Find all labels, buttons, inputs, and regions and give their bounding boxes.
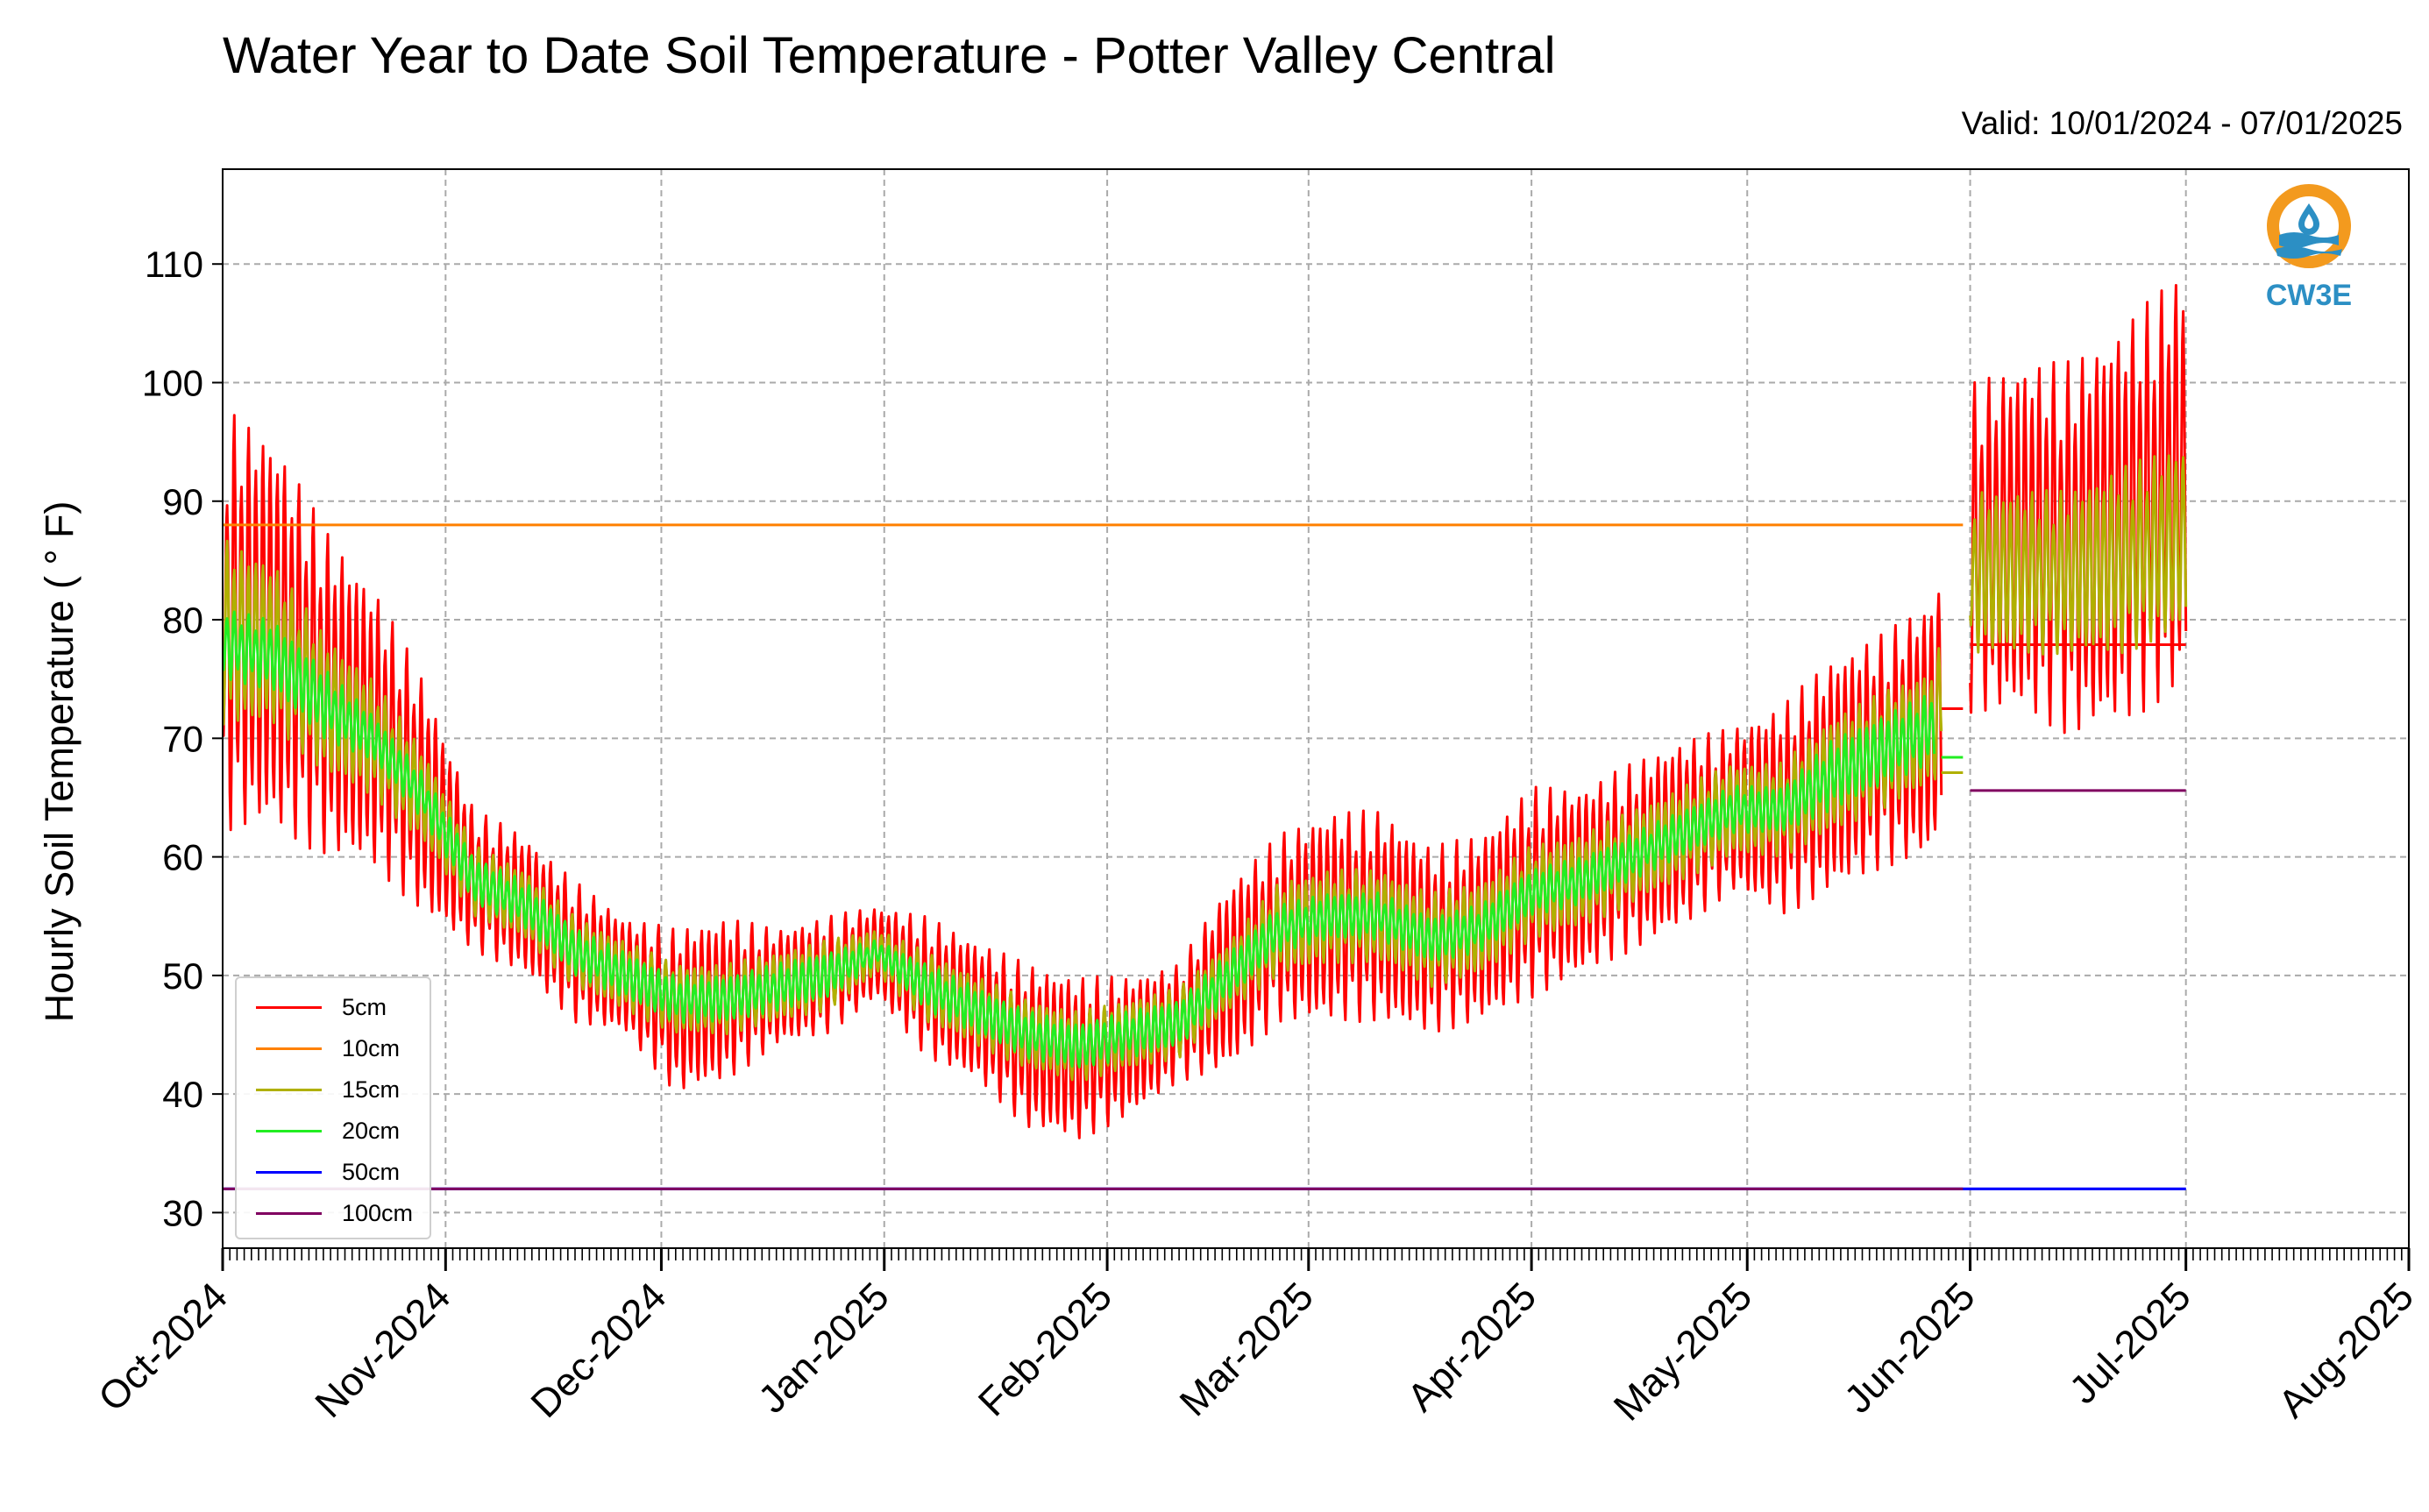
x-tick-label: Apr-2025 [1398, 1274, 1545, 1420]
y-tick-label: 100 [142, 362, 203, 403]
chart-title: Water Year to Date Soil Temperature - Po… [223, 27, 1556, 84]
plot-area [223, 169, 2409, 1248]
x-tick-label: Dec-2024 [522, 1274, 674, 1426]
valid-date-range: Valid: 10/01/2024 - 07/01/2025 [1961, 105, 2403, 141]
series-line-20cm [223, 610, 1935, 1068]
legend-label: 5cm [342, 994, 387, 1020]
x-tick-label: Jan-2025 [749, 1274, 898, 1422]
legend-label: 10cm [342, 1035, 401, 1061]
y-tick-label: 60 [162, 837, 203, 878]
legend-swatch [256, 1171, 322, 1174]
x-tick-label: Jun-2025 [1836, 1274, 1984, 1422]
logo-text: CW3E [2265, 279, 2353, 312]
y-tick-label: 90 [162, 481, 203, 522]
legend-swatch [256, 1130, 322, 1132]
x-tick-label: Aug-2025 [2269, 1274, 2422, 1426]
y-tick-label: 110 [145, 244, 203, 285]
legend-item-20cm: 20cm [247, 1114, 431, 1149]
x-tick-label: Jul-2025 [2061, 1274, 2199, 1412]
legend-item-10cm: 10cm [247, 1032, 431, 1067]
x-tick-label: Nov-2024 [306, 1274, 458, 1426]
y-tick-label: 30 [162, 1192, 203, 1233]
legend-label: 20cm [342, 1118, 401, 1144]
y-tick-label: 40 [162, 1074, 203, 1115]
y-tick-label: 70 [162, 718, 203, 759]
legend-item-100cm: 100cm [247, 1196, 431, 1232]
x-tick-label: May-2025 [1605, 1274, 1761, 1430]
legend-item-50cm: 50cm [247, 1155, 431, 1190]
legend-item-15cm: 15cm [247, 1073, 431, 1108]
cw3e-logo: CW3E [2256, 181, 2362, 321]
x-tick-label: Oct-2024 [89, 1274, 236, 1420]
x-tick-label: Feb-2025 [969, 1274, 1120, 1424]
legend-label: 100cm [342, 1200, 414, 1226]
x-minor-ticks [222, 1248, 2410, 1260]
y-tick-label: 80 [162, 600, 203, 641]
series-group [223, 284, 2188, 1190]
x-tick-label: Mar-2025 [1171, 1274, 1322, 1424]
legend-label: 15cm [342, 1076, 401, 1103]
y-tick-label: 50 [162, 955, 203, 997]
legend-item-5cm: 5cm [247, 990, 431, 1026]
legend-swatch [256, 1212, 322, 1215]
chart-legend: 5cm 10cm 15cm 20cm 50cm 100cm [235, 976, 431, 1239]
legend-swatch [256, 1089, 322, 1091]
plot-frame [222, 168, 2410, 1249]
cw3e-water-drop-logo-icon [2267, 184, 2351, 268]
legend-label: 50cm [342, 1159, 401, 1185]
legend-swatch [256, 1047, 322, 1050]
legend-swatch [256, 1006, 322, 1009]
